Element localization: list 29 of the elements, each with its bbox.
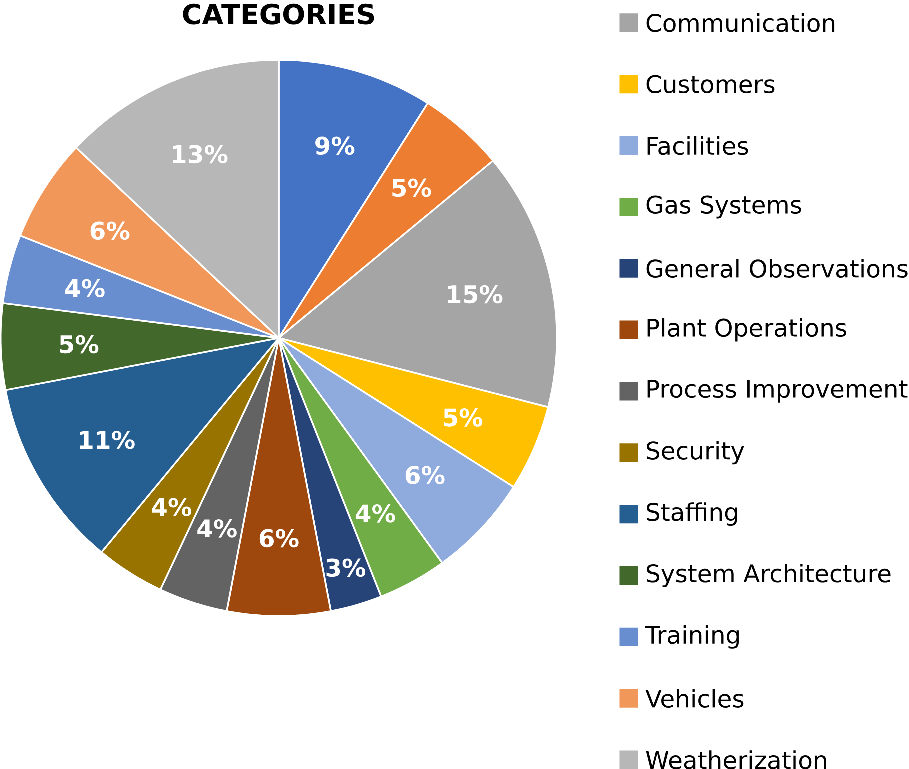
data-label: 4% bbox=[198, 519, 237, 538]
legend-label: General Observations bbox=[646, 259, 908, 278]
data-label: 4% bbox=[152, 498, 192, 516]
legend-label: Process Improvement bbox=[648, 380, 908, 403]
data-label: 9% bbox=[316, 136, 355, 155]
chart-title: CATEGORIES bbox=[183, 4, 374, 25]
legend-label: Customers bbox=[646, 74, 775, 94]
legend-label: Staffing bbox=[647, 502, 738, 526]
legend-label: Communication bbox=[646, 13, 835, 32]
legend-label: Plant Operations bbox=[648, 318, 846, 342]
legend-label: System Architecture bbox=[647, 564, 891, 588]
legend-label: Security bbox=[647, 440, 744, 464]
legend-label: Gas Systems bbox=[646, 195, 802, 219]
data-label: 15% bbox=[448, 285, 503, 304]
data-label: 4% bbox=[356, 504, 396, 523]
data-label: 13% bbox=[173, 145, 228, 164]
legend-label: Facilities bbox=[648, 136, 748, 155]
data-label: 4% bbox=[66, 279, 105, 298]
data-label: 11% bbox=[80, 430, 135, 450]
legend-label: Training bbox=[645, 625, 739, 649]
data-label: 6% bbox=[260, 529, 299, 548]
data-label: 5% bbox=[60, 335, 99, 354]
data-label: 6% bbox=[406, 466, 445, 484]
data-label: 6% bbox=[90, 221, 130, 240]
data-label: 5% bbox=[444, 408, 483, 427]
legend-label: Vehicles bbox=[646, 689, 744, 708]
data-label: 5% bbox=[392, 178, 432, 197]
legend-label: Weatherization bbox=[646, 750, 826, 769]
data-label: 3% bbox=[326, 558, 366, 577]
